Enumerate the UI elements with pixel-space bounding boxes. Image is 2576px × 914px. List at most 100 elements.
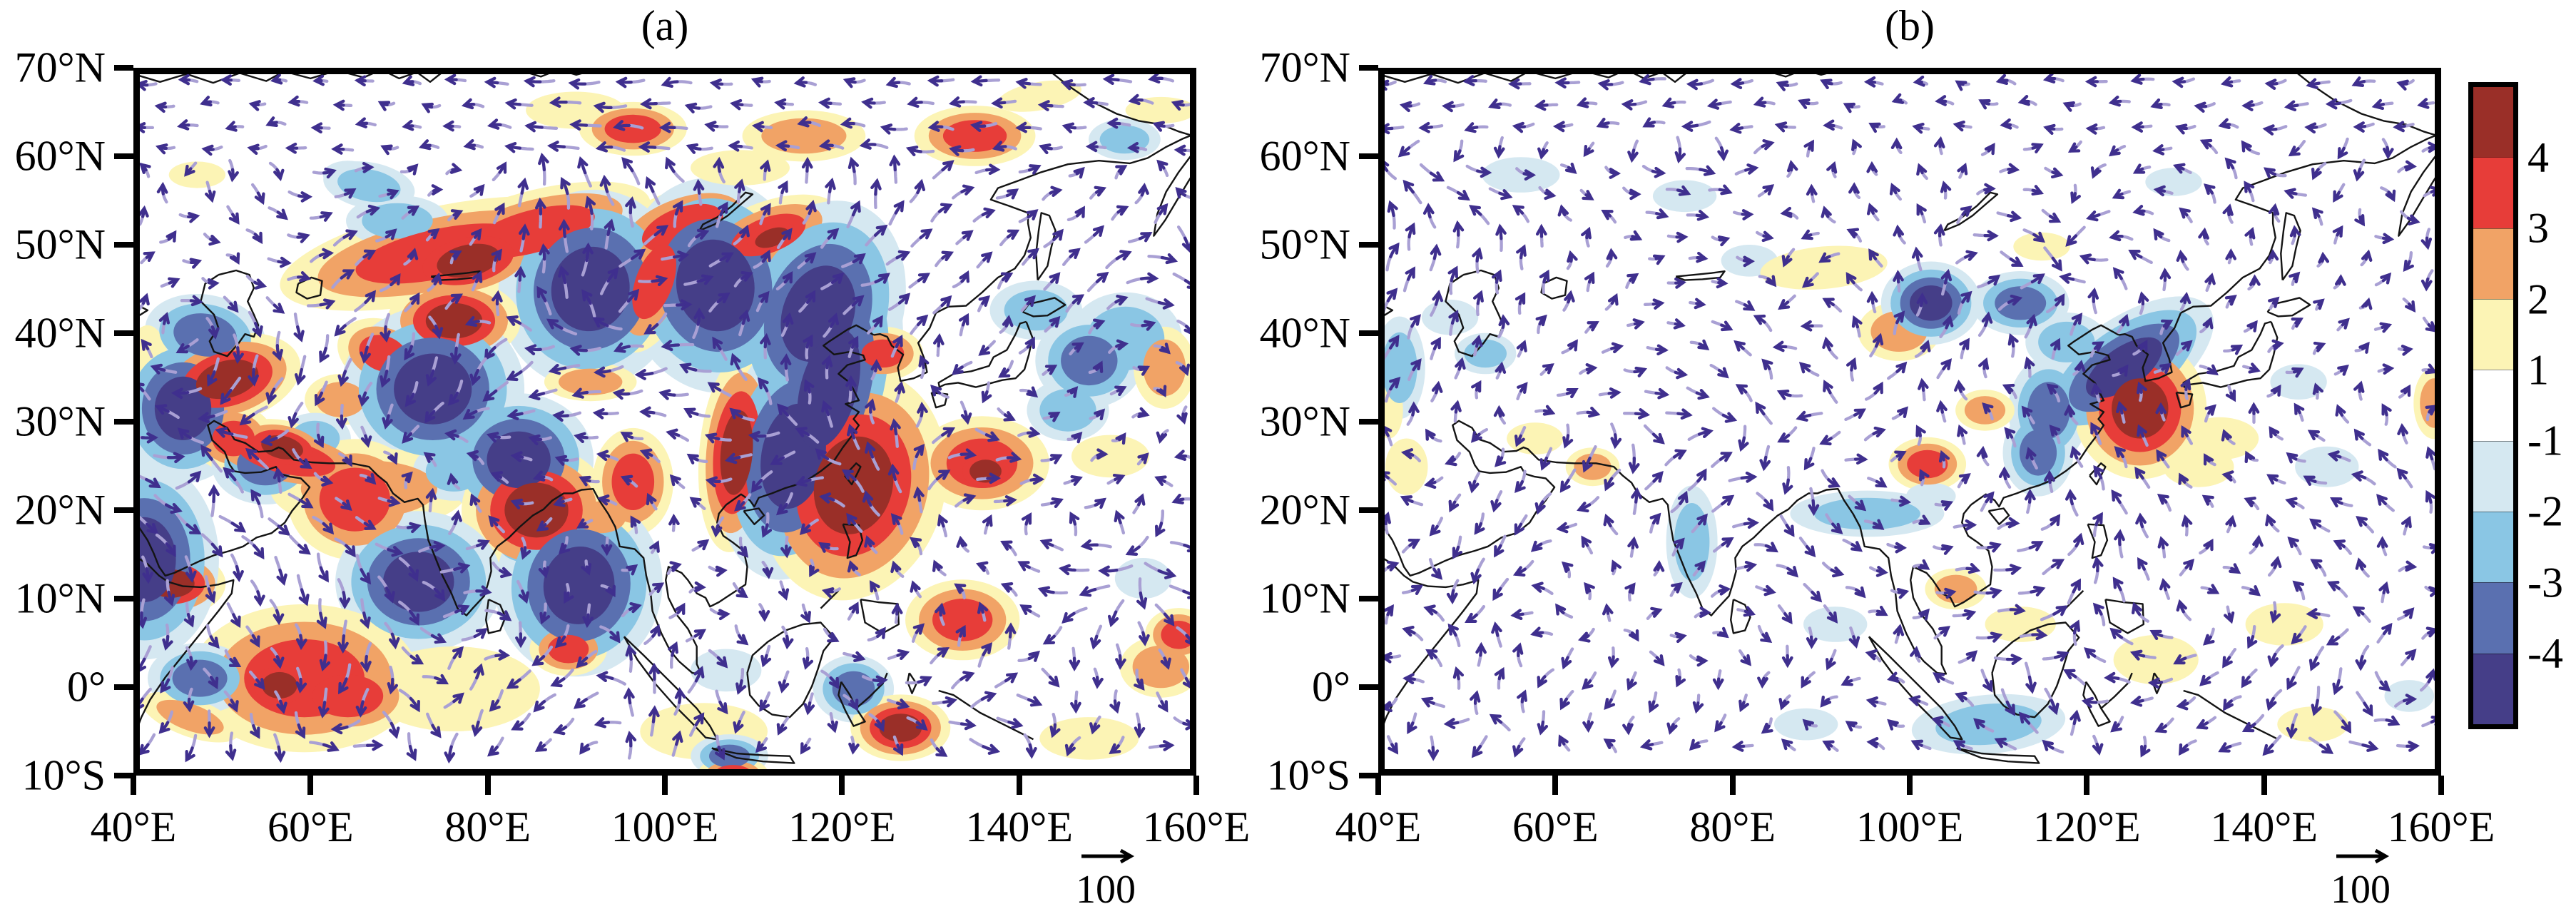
wind-vector-head	[872, 315, 883, 327]
wind-vector-head	[2267, 248, 2279, 261]
anomaly-region	[543, 546, 615, 624]
wind-vector-head	[1514, 292, 1526, 305]
wind-vector-head	[574, 432, 586, 444]
wind-vector-head	[1388, 242, 1400, 255]
wind-vector-head	[1865, 696, 1878, 708]
wind-vector-head	[800, 611, 811, 624]
wind-vector-head	[1622, 723, 1634, 736]
wind-vector-head	[504, 98, 517, 110]
wind-vector-head	[1539, 269, 1550, 283]
wind-vector-head	[952, 364, 964, 375]
wind-vector-head	[1957, 424, 1968, 437]
wind-vector-head	[452, 692, 464, 704]
wind-vector-head	[160, 681, 171, 694]
wind-vector-head	[1686, 78, 1699, 91]
wind-vector-head	[523, 76, 536, 88]
wind-vector-head	[1581, 226, 1592, 240]
wind-vector-head	[1514, 523, 1525, 536]
wind-vector-head	[1978, 357, 1990, 370]
wind-vector-head	[322, 298, 336, 310]
wind-vector-head	[2073, 532, 2084, 546]
wind-vector-head	[310, 122, 323, 134]
wind-vector-head	[693, 712, 705, 725]
wind-vector-head	[1102, 73, 1115, 86]
anomaly-region	[2112, 378, 2169, 439]
wind-vector-head	[954, 583, 967, 594]
wind-vector-head	[1049, 725, 1061, 738]
wind-vector-head	[273, 467, 285, 479]
wind-vector-head	[1044, 365, 1058, 375]
y-tick-mark	[114, 773, 133, 778]
anomaly-region	[1385, 438, 1428, 495]
wind-vector-head	[2420, 279, 2433, 292]
wind-vector-head	[248, 374, 259, 387]
wind-vector-head	[1156, 385, 1167, 398]
wind-vector-head	[1746, 163, 1759, 175]
colorbar-label: 1	[2527, 346, 2549, 394]
wind-vector-head	[1017, 561, 1030, 572]
wind-vector-head	[190, 295, 203, 307]
wind-vector-head	[1471, 746, 1483, 758]
wind-vector-head	[558, 218, 570, 231]
wind-vector-head	[2104, 671, 2116, 684]
wind-vector-head	[1602, 603, 1614, 616]
wind-vector-head	[1512, 745, 1524, 758]
wind-vector-head	[803, 379, 815, 392]
wind-vector-head	[2353, 121, 2365, 133]
panel-b-map	[1378, 68, 2441, 776]
wind-vector-head	[208, 327, 220, 340]
wind-vector-head	[1457, 190, 1470, 201]
wind-vector-head	[717, 702, 728, 715]
wind-vector-head	[345, 545, 356, 558]
wind-vector-head	[372, 739, 384, 751]
wind-vector-head	[2270, 384, 2281, 397]
wind-vector-head	[705, 476, 718, 488]
wind-vector-head	[1137, 452, 1149, 464]
wind-vector-head	[874, 719, 885, 732]
wind-vector-head	[656, 225, 669, 236]
wind-vector-head	[298, 594, 310, 606]
wind-vector-head	[2401, 515, 2412, 529]
wind-vector-head	[1495, 455, 1507, 467]
wind-vector-head	[1851, 138, 1862, 151]
wind-vector-head	[1819, 435, 1832, 446]
wind-vector-head	[1627, 151, 1639, 163]
wind-vector-head	[471, 228, 482, 240]
wind-vector-head	[1940, 181, 1952, 193]
wind-vector-head	[2223, 699, 2234, 711]
wind-vector-head	[2201, 494, 2214, 506]
wind-vector-head	[1634, 366, 1648, 377]
wind-vector-head	[430, 726, 442, 738]
wind-vector-head	[1798, 98, 1811, 109]
wind-vector-head	[2376, 536, 2388, 548]
wind-vector-head	[1026, 386, 1039, 398]
wind-vector-head	[2366, 741, 2379, 752]
wind-vector-head	[1626, 273, 1639, 284]
wind-vector-head	[2092, 556, 2104, 569]
wind-vector-head	[1405, 266, 1415, 279]
wind-vector-head	[2378, 680, 2391, 692]
wind-vector-head	[499, 610, 512, 621]
wind-vector-head	[1760, 631, 1773, 643]
wind-vector-head	[2202, 316, 2214, 330]
wind-vector-head	[1576, 97, 1589, 108]
wind-vector-head	[2291, 318, 2303, 328]
wind-vector-head	[1895, 542, 1908, 554]
wind-vector-head	[721, 252, 734, 263]
wind-vector-head	[1918, 514, 1931, 525]
wind-vector-head	[2172, 76, 2184, 88]
wind-vector-head	[212, 545, 223, 558]
wind-vector-head	[2321, 743, 2334, 754]
wind-vector-head	[970, 121, 983, 133]
x-tick-mark	[307, 776, 314, 795]
wind-vector-head	[1823, 119, 1835, 131]
wind-vector-head	[1068, 248, 1081, 260]
wind-vector-head	[760, 654, 772, 668]
wind-vector-head	[595, 141, 609, 153]
wind-vector-head	[1070, 701, 1081, 714]
wind-vector-head	[457, 604, 470, 616]
wind-vector-head	[506, 678, 519, 689]
wind-vector-head	[1714, 720, 1726, 733]
wind-vector-head	[1915, 425, 1926, 437]
wind-vector-head	[1973, 718, 1985, 730]
